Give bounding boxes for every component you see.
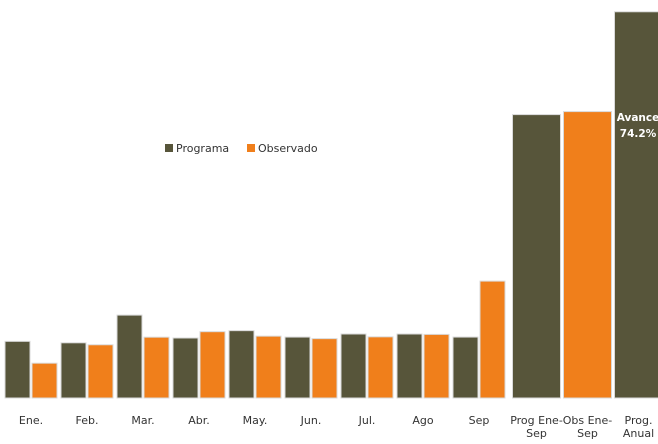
annotation: Avance	[617, 112, 658, 124]
bar	[172, 337, 199, 399]
legend-label: Programa	[176, 142, 229, 155]
bar	[367, 336, 394, 399]
bar	[423, 333, 450, 399]
annotation: 74.2%	[620, 128, 657, 140]
bar	[143, 336, 170, 399]
bar	[228, 330, 255, 399]
x-tick-label: Jul.	[358, 414, 376, 427]
legend-swatch	[165, 144, 173, 152]
bar	[199, 331, 226, 399]
x-tick-label: Prog. Anual	[623, 414, 654, 440]
bar	[87, 344, 114, 399]
x-tick-label: May.	[243, 414, 268, 427]
legend-swatch	[247, 144, 255, 152]
x-tick-label: Sep	[469, 414, 490, 427]
bar	[255, 335, 282, 399]
x-tick-label: Jun.	[300, 414, 322, 427]
x-tick-label: Ene.	[19, 414, 43, 427]
bar	[396, 333, 423, 399]
x-tick-label: Prog Ene-Sep	[510, 414, 563, 440]
x-tick-label: Obs Ene-Sep	[563, 414, 613, 440]
bar	[614, 11, 658, 399]
bar	[340, 333, 367, 399]
bar	[284, 336, 311, 399]
x-tick-label: Mar.	[131, 414, 154, 427]
bar	[116, 314, 143, 399]
x-tick-label: Ago	[412, 414, 434, 427]
bar	[563, 111, 612, 399]
bar	[31, 362, 58, 399]
bar	[452, 336, 479, 399]
legend-label: Observado	[258, 142, 318, 155]
x-tick-label: Abr.	[188, 414, 210, 427]
x-tick-label: Feb.	[76, 414, 99, 427]
bar	[60, 342, 87, 399]
bar	[512, 114, 561, 399]
bar	[479, 280, 506, 399]
bar	[311, 338, 338, 399]
bar	[4, 340, 31, 399]
